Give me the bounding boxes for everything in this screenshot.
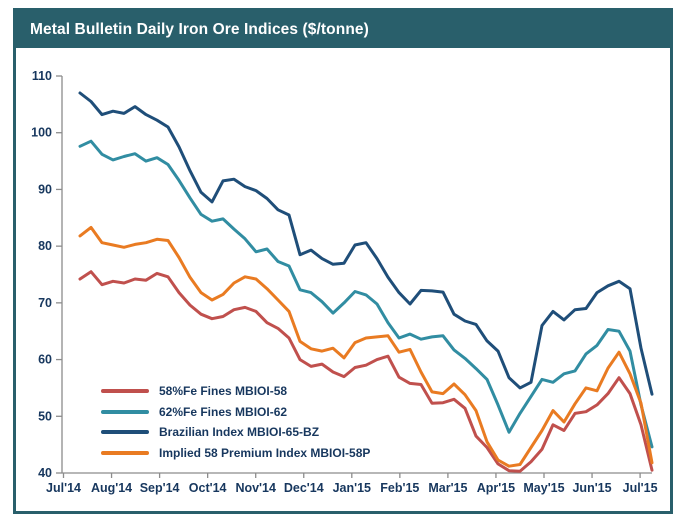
legend-label-implied-58-premium: Implied 58 Premium Index MBIOI-58P [159,445,371,460]
x-tick-label: Jun'15 [572,481,611,495]
x-tick-label: Jul'14 [46,481,81,495]
y-tick-label: 70 [38,296,52,310]
series-line-2 [78,91,654,396]
chart-title-bar: Metal Bulletin Daily Iron Ore Indices ($… [16,11,670,48]
chart-frame: Metal Bulletin Daily Iron Ore Indices ($… [13,8,673,514]
x-tick-label: Apr'15 [477,481,515,495]
x-tick-label: May'15 [523,481,564,495]
legend-label-58-fines: 58%Fe Fines MBIOI-58 [159,384,288,399]
legend-swatch-brazilian-index-icon [101,430,149,435]
legend-label-brazilian-index: Brazilian Index MBIOI-65-BZ [159,425,320,440]
y-tick-label: 80 [38,239,52,253]
x-tick-label: Oct'14 [189,481,227,495]
y-tick-label: 50 [38,409,52,423]
legend-swatch-62-fines-icon [101,409,149,414]
x-tick-label: Aug'14 [91,481,132,495]
x-tick-label: Jan'15 [333,481,371,495]
x-tick-label: Sep'14 [140,481,180,495]
x-tick-label: Dec'14 [284,481,324,495]
y-tick-label: 60 [38,353,52,367]
legend-item-brazilian-index: Brazilian Index MBIOI-65-BZ [101,422,370,443]
series-line-1 [78,139,654,449]
x-tick-label: Mar'15 [428,481,467,495]
chart-legend: 58%Fe Fines MBIOI-58 62%Fe Fines MBIOI-6… [101,381,370,463]
x-tick-label: Nov'14 [235,481,276,495]
legend-swatch-58-fines-icon [101,389,149,394]
x-tick-label: Feb'15 [380,481,419,495]
x-tick-label: Jul'15 [623,481,658,495]
series-line-3 [78,225,654,468]
legend-swatch-implied-58-premium-icon [101,450,149,455]
legend-item-implied-58-premium: Implied 58 Premium Index MBIOI-58P [101,443,370,464]
y-tick-label: 40 [38,466,52,480]
y-tick-label: 100 [31,126,52,140]
legend-label-62-fines: 62%Fe Fines MBIOI-62 [159,404,288,419]
legend-item-58-fines: 58%Fe Fines MBIOI-58 [101,381,370,402]
y-tick-label: 110 [32,69,52,83]
y-tick-label: 90 [38,182,52,196]
chart-title: Metal Bulletin Daily Iron Ore Indices ($… [30,20,369,38]
legend-item-62-fines: 62%Fe Fines MBIOI-62 [101,402,370,423]
series-line-0 [78,270,654,473]
